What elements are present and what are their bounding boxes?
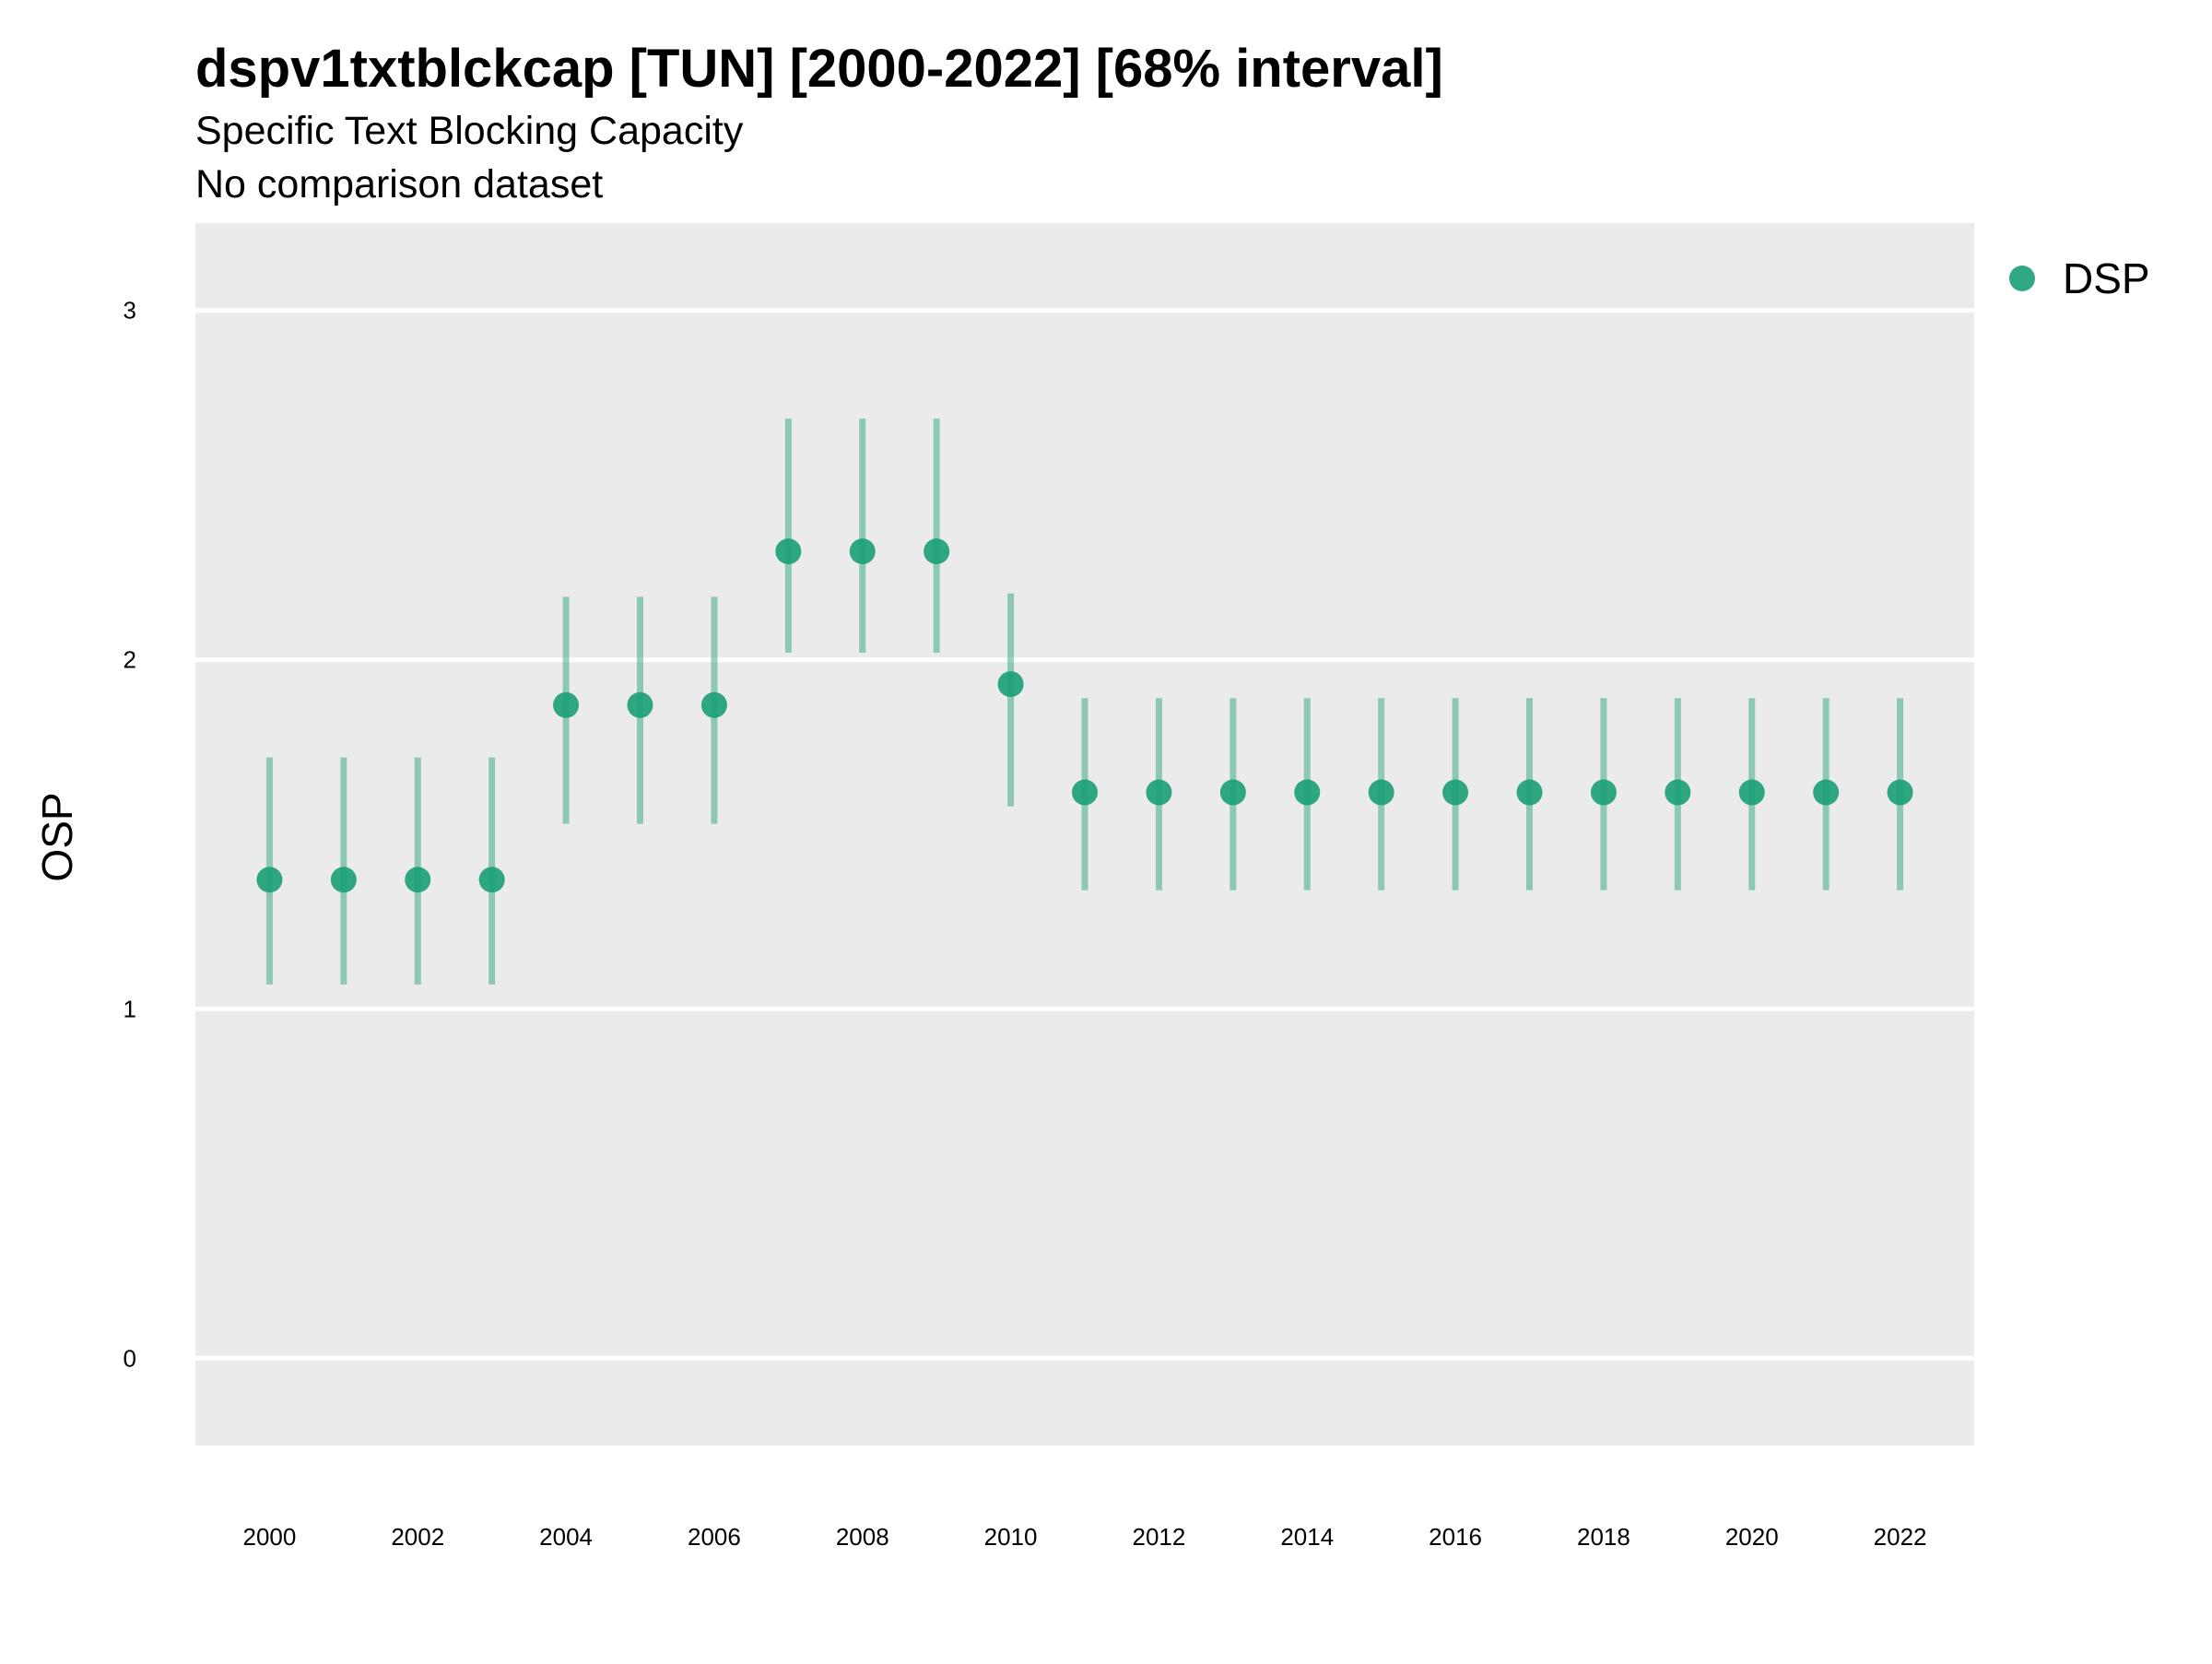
x-axis-ticks: 2000 2002 2004 2006 2008 2010 2012 2014 2016 2018… xyxy=(242,1523,1926,1551)
data-point-2008 xyxy=(849,538,876,565)
x-tick-label-2006: 2006 xyxy=(688,1523,741,1551)
data-point-2009 xyxy=(924,538,950,565)
x-tick-label-2000: 2000 xyxy=(242,1523,296,1551)
data-points xyxy=(256,538,1913,893)
data-point-2020 xyxy=(1738,779,1765,806)
x-tick-label-2020: 2020 xyxy=(1725,1523,1779,1551)
grid-lines xyxy=(195,308,1974,1361)
legend: DSP xyxy=(2009,254,2150,302)
data-point-2006 xyxy=(700,691,727,718)
data-point-2016 xyxy=(1442,779,1469,806)
data-point-2021 xyxy=(1813,779,1840,806)
data-point-2012 xyxy=(1146,779,1172,806)
data-point-2013 xyxy=(1219,779,1246,806)
data-point-2007 xyxy=(775,538,802,565)
x-tick-label-2012: 2012 xyxy=(1132,1523,1185,1551)
x-tick-label-2010: 2010 xyxy=(984,1523,1038,1551)
data-point-2010 xyxy=(997,671,1024,698)
x-tick-label-2002: 2002 xyxy=(391,1523,444,1551)
chart-title: dspv1txtblckcap [TUN] [2000-2022] [68% i… xyxy=(195,39,1443,99)
data-point-2014 xyxy=(1294,779,1321,806)
legend-marker-dsp xyxy=(2009,266,2035,291)
y-tick-label-2: 2 xyxy=(124,646,136,674)
data-point-2019 xyxy=(1665,779,1691,806)
x-tick-label-2016: 2016 xyxy=(1429,1523,1482,1551)
chart-subtitle-secondary: No comparison dataset xyxy=(195,162,603,207)
y-axis-label: OSP xyxy=(33,792,81,881)
data-point-2017 xyxy=(1516,779,1543,806)
y-tick-label-0: 0 xyxy=(124,1344,136,1372)
data-point-2015 xyxy=(1368,779,1394,806)
plot-panel xyxy=(195,223,1974,1446)
data-point-2005 xyxy=(627,691,653,718)
data-point-2018 xyxy=(1590,779,1617,806)
data-point-2002 xyxy=(405,867,431,893)
data-point-2022 xyxy=(1887,779,1913,806)
data-point-2003 xyxy=(478,867,505,893)
x-tick-label-2022: 2022 xyxy=(1874,1523,1927,1551)
data-point-2011 xyxy=(1072,779,1098,806)
y-tick-label-3: 3 xyxy=(124,297,136,325)
data-point-2000 xyxy=(256,867,283,893)
chart-subtitle: Specific Text Blocking Capacity xyxy=(195,109,744,153)
x-tick-label-2004: 2004 xyxy=(539,1523,593,1551)
x-tick-label-2014: 2014 xyxy=(1280,1523,1334,1551)
data-point-2004 xyxy=(553,691,580,718)
y-tick-label-1: 1 xyxy=(124,995,136,1022)
y-axis-ticks: 0 1 2 3 xyxy=(124,297,136,1373)
legend-label-dsp: DSP xyxy=(2063,254,2150,302)
data-point-2001 xyxy=(330,867,357,893)
x-tick-label-2008: 2008 xyxy=(836,1523,889,1551)
x-tick-label-2018: 2018 xyxy=(1577,1523,1630,1551)
